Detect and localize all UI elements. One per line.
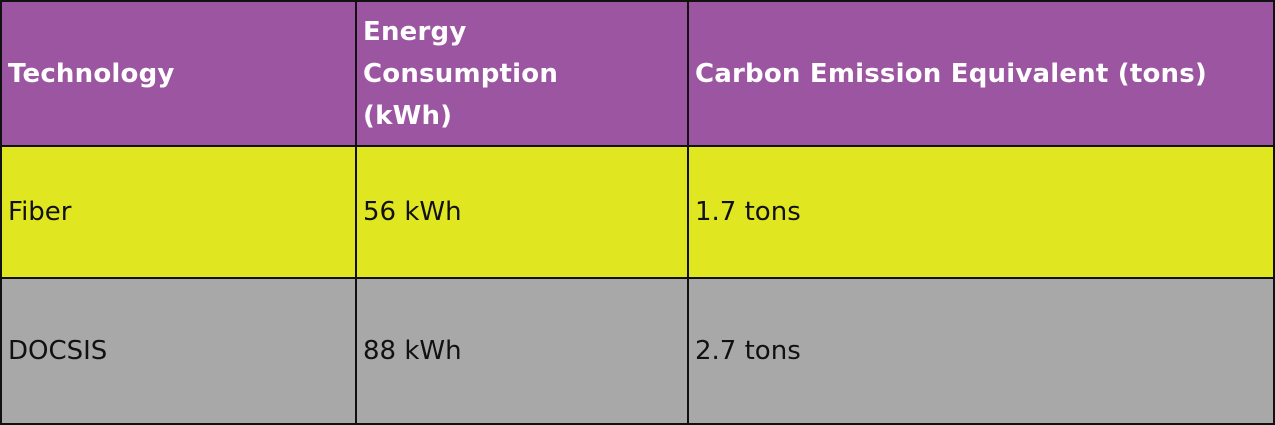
header-cell-carbon: Carbon Emission Equivalent (tons) (689, 2, 1273, 145)
table-cell: 2.7 tons (689, 279, 1273, 423)
header-cell-technology: Technology (2, 2, 357, 145)
table-row: DOCSIS 88 kWh 2.7 tons (2, 279, 1273, 423)
cell-text: Fiber (8, 197, 72, 227)
table-cell: DOCSIS (2, 279, 357, 423)
table-cell: Fiber (2, 147, 357, 277)
cell-text: 2.7 tons (695, 336, 801, 366)
table-cell: 1.7 tons (689, 147, 1273, 277)
header-label: Technology (8, 58, 175, 89)
cell-text: 1.7 tons (695, 197, 801, 227)
header-cell-energy: Energy Consumption (kWh) (357, 2, 689, 145)
table-cell: 88 kWh (357, 279, 689, 423)
cell-text: DOCSIS (8, 336, 108, 366)
table-row: Fiber 56 kWh 1.7 tons (2, 147, 1273, 279)
table-header-row: Technology Energy Consumption (kWh) Carb… (2, 2, 1273, 147)
cell-text: 56 kWh (363, 197, 462, 227)
table-cell: 56 kWh (357, 147, 689, 277)
header-label: Energy Consumption (kWh) (363, 16, 559, 131)
header-label: Carbon Emission Equivalent (tons) (695, 58, 1208, 89)
cell-text: 88 kWh (363, 336, 462, 366)
